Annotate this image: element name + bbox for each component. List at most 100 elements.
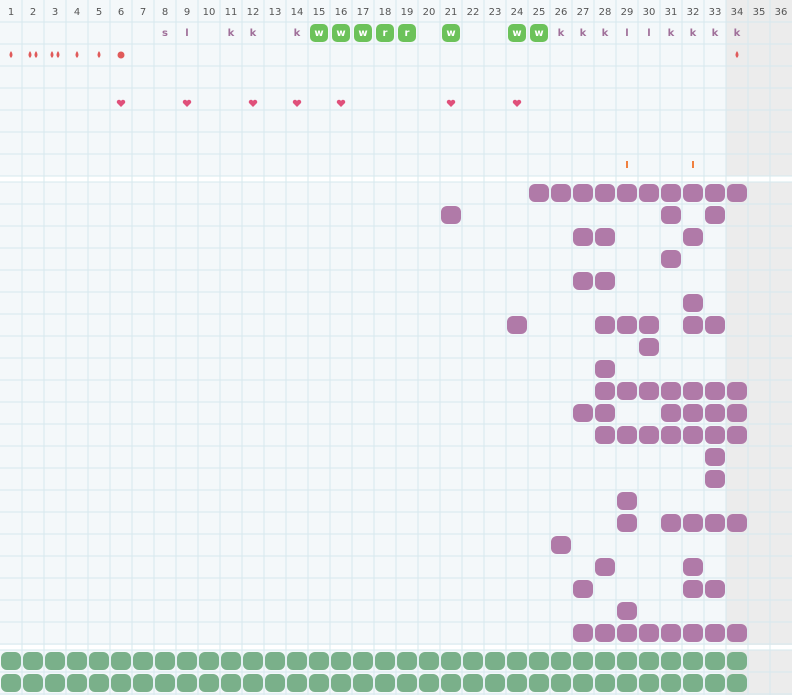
blob (617, 652, 637, 670)
drop-icon (28, 51, 32, 58)
blob (683, 514, 703, 532)
day-number: 24 (511, 7, 524, 18)
blob (683, 426, 703, 444)
day-number: 4 (74, 7, 80, 18)
letter: k (580, 28, 587, 39)
blob (67, 652, 87, 670)
blob (1, 674, 21, 692)
blob (573, 580, 593, 598)
blob (221, 674, 241, 692)
letter: k (228, 28, 235, 39)
blob (551, 674, 571, 692)
day-number: 23 (489, 7, 502, 18)
blob (639, 316, 659, 334)
blob (199, 652, 219, 670)
blob (705, 316, 725, 334)
blob (133, 674, 153, 692)
blob (727, 652, 747, 670)
blob (595, 316, 615, 334)
blob (265, 652, 285, 670)
blob (573, 652, 593, 670)
blob (661, 674, 681, 692)
blob (243, 674, 263, 692)
blob (705, 514, 725, 532)
blob (309, 674, 329, 692)
blob (551, 536, 571, 554)
blob (595, 360, 615, 378)
blob (727, 404, 747, 422)
blob (111, 652, 131, 670)
tick-icon (626, 161, 628, 168)
day-number: 11 (225, 7, 238, 18)
blob (639, 624, 659, 642)
blob (617, 674, 637, 692)
letter: w (534, 28, 543, 39)
blob (617, 624, 637, 642)
heart-icon (248, 99, 258, 107)
day-number: 10 (203, 7, 216, 18)
tile (354, 24, 372, 42)
weekend-shade (726, 0, 792, 695)
blob (661, 624, 681, 642)
day-number: 1 (8, 7, 14, 18)
blob (595, 652, 615, 670)
day-number: 25 (533, 7, 546, 18)
blob (595, 404, 615, 422)
blob (617, 316, 637, 334)
day-number: 30 (643, 7, 656, 18)
letter: l (625, 28, 628, 39)
blob (639, 426, 659, 444)
blob (727, 426, 747, 444)
day-number: 21 (445, 7, 458, 18)
blob (419, 674, 439, 692)
blob (573, 404, 593, 422)
blob (617, 426, 637, 444)
blob (221, 652, 241, 670)
blob (705, 382, 725, 400)
day-number: 28 (599, 7, 612, 18)
blob (177, 652, 197, 670)
drop-icon (75, 51, 79, 58)
blob (727, 382, 747, 400)
letter: k (712, 28, 719, 39)
blob (705, 206, 725, 224)
blob (507, 316, 527, 334)
labels: 1 2 3 4 5 6 7 8 9 10 11 12 13 14 15 16 17 18 19 20 21 22 23 24 2… (8, 7, 788, 39)
day-number: 35 (753, 7, 766, 18)
blob (45, 652, 65, 670)
drop-icon (97, 51, 101, 58)
blob (573, 184, 593, 202)
letter: s (162, 28, 168, 39)
day-number: 18 (379, 7, 392, 18)
blob (727, 184, 747, 202)
day-number: 29 (621, 7, 634, 18)
blob (353, 674, 373, 692)
drop-icon (56, 51, 60, 58)
blob (155, 674, 175, 692)
icons (1, 24, 747, 692)
day-number: 7 (140, 7, 146, 18)
blob (661, 404, 681, 422)
letter: r (383, 28, 388, 39)
blob (661, 514, 681, 532)
blob (441, 206, 461, 224)
drop-icon (735, 51, 739, 58)
blob (573, 272, 593, 290)
day-number: 27 (577, 7, 590, 18)
blob (727, 514, 747, 532)
blob (573, 674, 593, 692)
blob (683, 294, 703, 312)
letter: k (294, 28, 301, 39)
drop-icon (9, 51, 13, 58)
day-number: 33 (709, 7, 722, 18)
tile (442, 24, 460, 42)
blob (463, 652, 483, 670)
heart-icon (446, 99, 456, 107)
blob (23, 674, 43, 692)
dot-icon (117, 51, 125, 59)
day-number: 32 (687, 7, 700, 18)
blob (683, 652, 703, 670)
tile (332, 24, 350, 42)
heart-icon (512, 99, 522, 107)
